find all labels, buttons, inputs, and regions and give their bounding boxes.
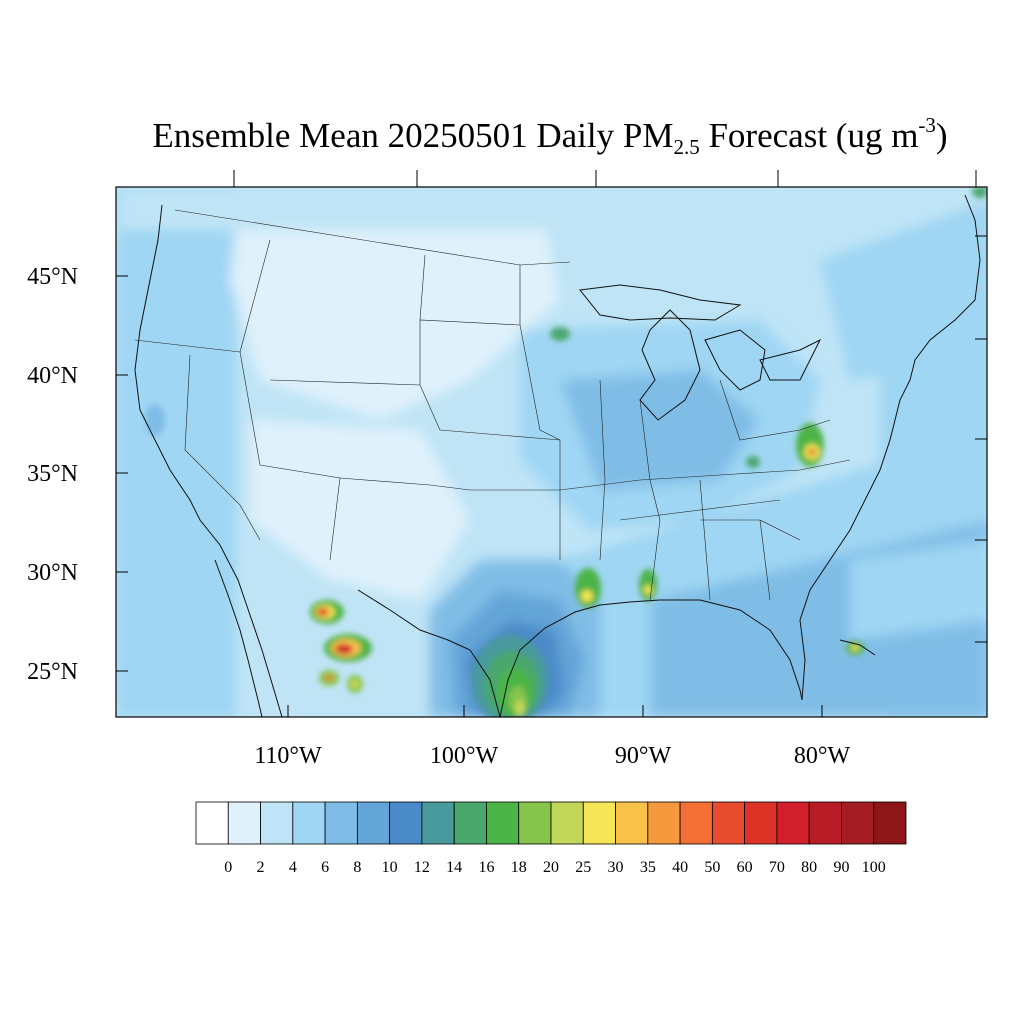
- title-subscript: 2.5: [673, 135, 700, 159]
- colorbar-swatch: [776, 801, 810, 845]
- colorbar-label: 0: [224, 859, 232, 876]
- colorbar-label: 4: [289, 859, 297, 876]
- concentration-field: [116, 187, 987, 717]
- lon-label: 80°W: [794, 743, 851, 769]
- title-middle: Forecast (ug m: [699, 116, 919, 155]
- lon-label: 90°W: [615, 743, 672, 769]
- colorbar-swatch: [421, 801, 455, 845]
- colorbar-label: 70: [769, 859, 785, 876]
- colorbar-label: 90: [833, 859, 849, 876]
- colorbar-swatch: [227, 801, 261, 845]
- colorbar-label: 8: [353, 859, 361, 876]
- colorbar-swatch: [550, 801, 584, 845]
- colorbar-swatch: [356, 801, 391, 845]
- colorbar-swatch: [615, 801, 649, 845]
- colorbar-swatch: [389, 801, 423, 845]
- colorbar: 0 2 4 6 8 10 12 14 16 18 20 25 30 35 40 50 60 70 80 90 100: [195, 801, 907, 876]
- colorbar-label: 6: [321, 859, 329, 876]
- lon-label: 100°W: [430, 743, 499, 769]
- map-title: Ensemble Mean 20250501 Daily PM2.5 Forec…: [0, 113, 1024, 160]
- lat-label: 45°N: [27, 264, 78, 290]
- lat-label: 30°N: [27, 560, 78, 586]
- lon-label: 110°W: [254, 743, 322, 769]
- colorbar-swatch: [582, 801, 616, 845]
- colorbar-label: 30: [608, 859, 624, 876]
- longitude-labels: 110°W 100°W 90°W 80°W: [254, 743, 850, 769]
- colorbar-swatch: [808, 801, 842, 845]
- title-suffix: ): [935, 116, 948, 155]
- lat-label: 40°N: [27, 363, 78, 389]
- lat-label: 35°N: [27, 461, 78, 487]
- colorbar-label: 100: [862, 859, 886, 876]
- title-superscript: -3: [918, 113, 936, 137]
- colorbar-swatch: [711, 801, 746, 845]
- colorbar-swatch: [744, 801, 778, 845]
- colorbar-swatch: [486, 801, 520, 845]
- colorbar-label: 60: [737, 859, 753, 876]
- coastlines: [134, 194, 981, 717]
- colorbar-label: 35: [640, 859, 656, 876]
- colorbar-swatch: [260, 801, 294, 845]
- colorbar-swatch: [873, 801, 907, 845]
- colorbar-swatch: [679, 801, 713, 845]
- colorbar-label: 12: [414, 859, 430, 876]
- state-borders: [134, 209, 851, 601]
- colorbar-label: 40: [672, 859, 688, 876]
- colorbar-label: 2: [257, 859, 265, 876]
- colorbar-swatch: [195, 801, 229, 845]
- colorbar-swatch: [518, 801, 552, 845]
- colorbar-swatch: [841, 801, 875, 845]
- colorbar-label: 50: [704, 859, 720, 876]
- map-frame: [115, 186, 988, 718]
- lat-label: 25°N: [27, 659, 78, 685]
- colorbar-swatch: [453, 801, 487, 845]
- latitude-labels: 45°N 40°N 35°N 30°N 25°N: [27, 264, 78, 685]
- axis-ticks: [116, 170, 987, 717]
- title-prefix: Ensemble Mean 20250501 Daily PM: [152, 116, 674, 155]
- colorbar-label: 14: [446, 859, 462, 876]
- colorbar-label: 10: [382, 859, 398, 876]
- colorbar-swatch: [647, 801, 681, 845]
- colorbar-label: 80: [801, 859, 817, 876]
- colorbar-label: 18: [511, 859, 527, 876]
- colorbar-swatch: [292, 801, 326, 845]
- colorbar-swatch: [324, 801, 358, 845]
- colorbar-label: 20: [543, 859, 559, 876]
- colorbar-label: 16: [478, 859, 494, 876]
- colorbar-label: 25: [575, 859, 591, 876]
